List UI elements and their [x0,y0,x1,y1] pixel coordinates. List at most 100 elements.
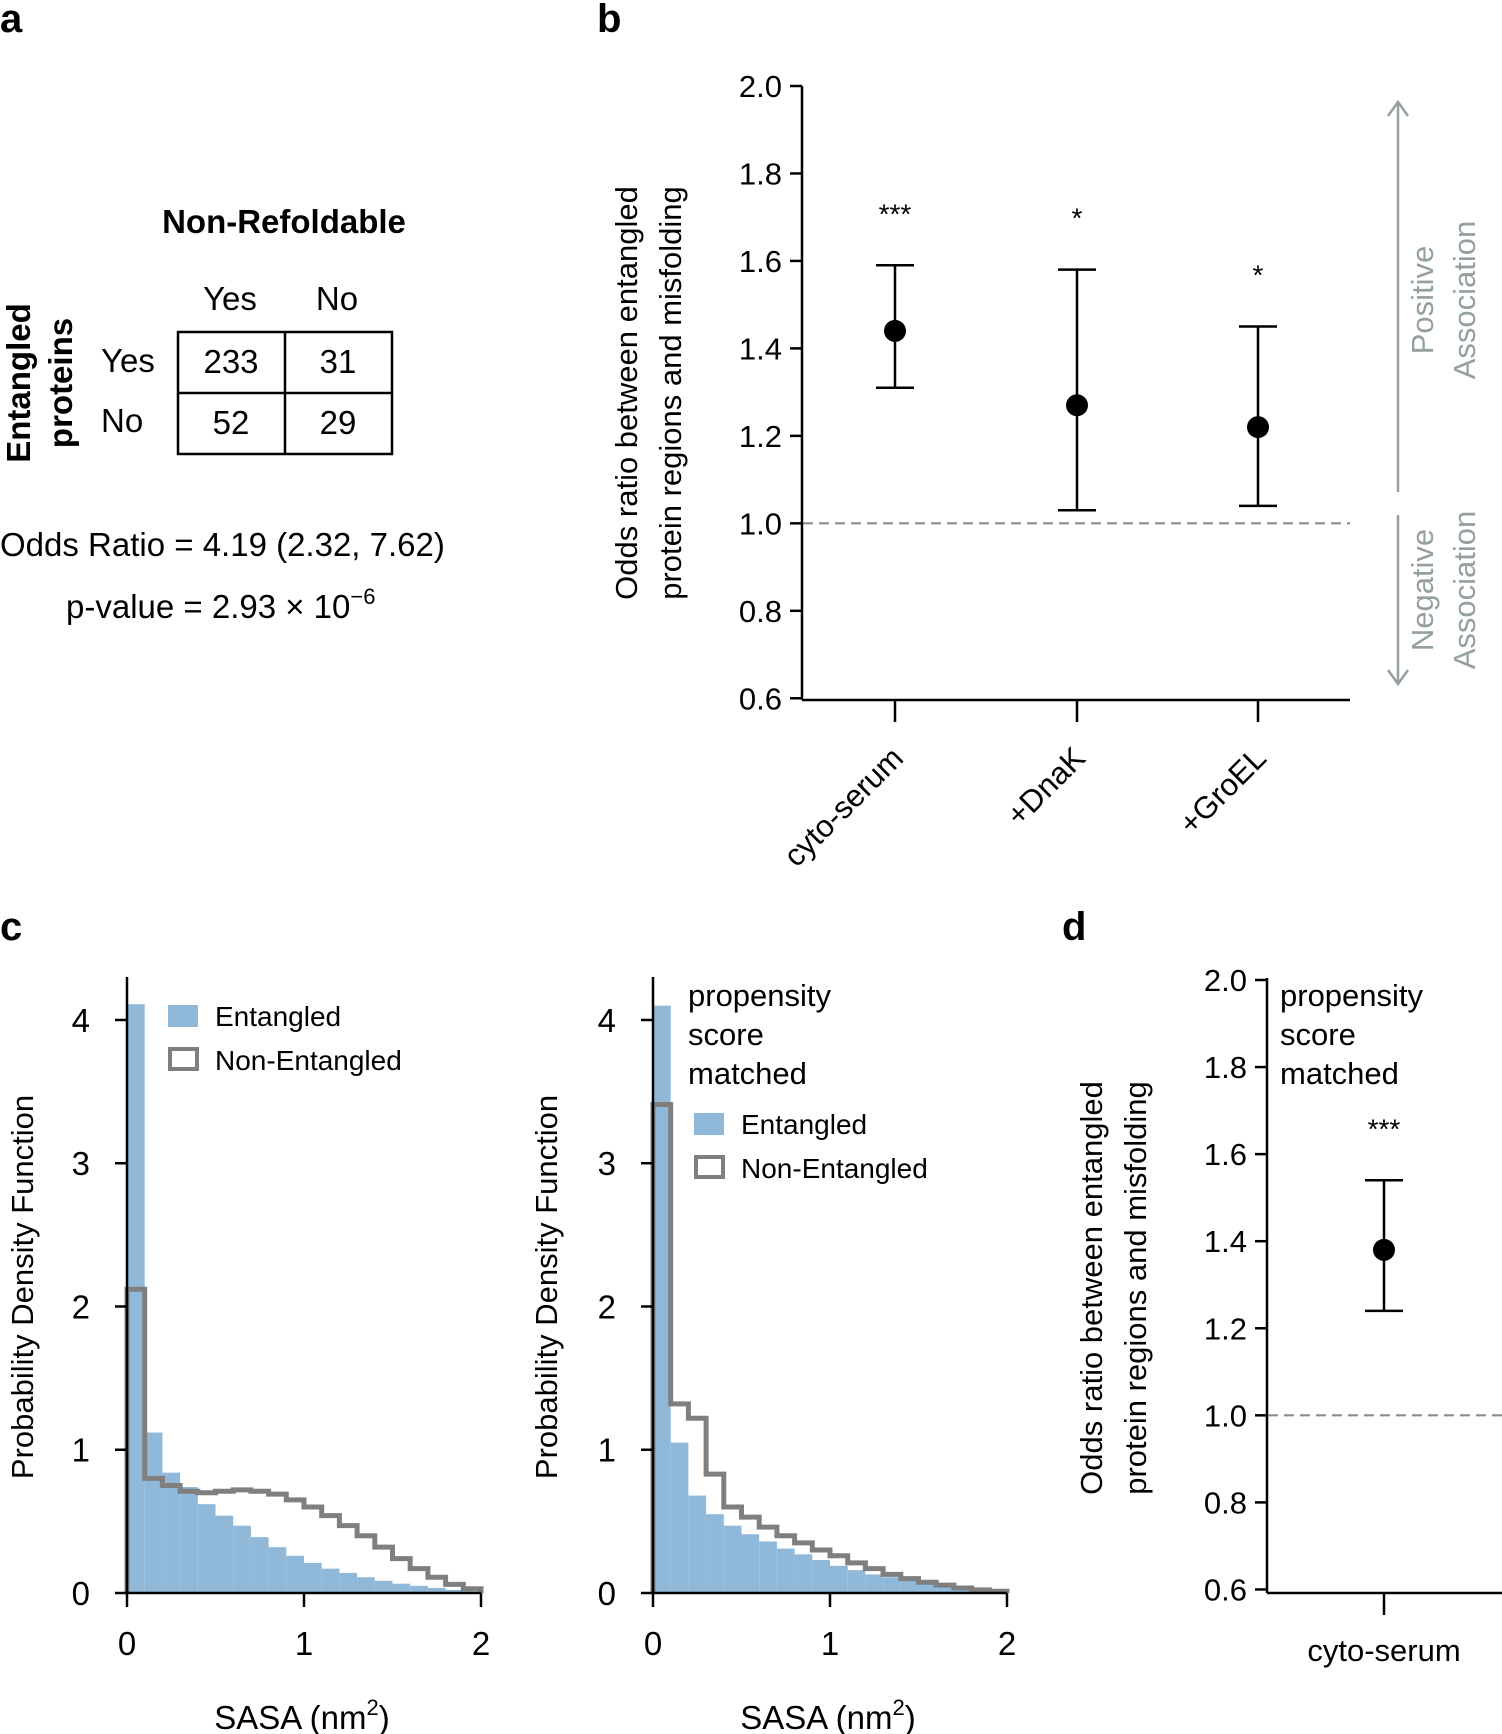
b-xtick-label: +DnaK [1000,740,1093,833]
pvalue-prefix: p-value = 2.93 × 10 [66,588,350,625]
negative-label-line1: Negative [1405,529,1440,651]
c-right-entangled-bar [847,1570,866,1593]
c-left-entangled-bar [339,1572,358,1593]
c-left-ytick-label: 3 [72,1145,90,1182]
c-left-ytick-label: 2 [72,1288,90,1325]
c-right-entangled-bar [918,1583,937,1593]
c-left-entangled-bar [268,1547,287,1593]
c-right-legend: Entangled Non-Entangled [694,1109,928,1184]
c-right-xlabel-sup: 2 [892,1695,904,1720]
c-left-xtick-label: 0 [118,1625,136,1662]
c-left-ytick-label: 4 [72,1002,90,1039]
col-header-yes: Yes [203,280,257,317]
odds-ratio-text: Odds Ratio = 4.19 (2.32, 7.62) [0,526,445,563]
c-right-entangled-bar [741,1534,760,1593]
c-left-entangled-bar [445,1589,464,1593]
c-right-non-entangled-step [650,1102,1010,1594]
panel-label-b: b [597,0,621,41]
b-ytick-label: 1.2 [739,419,782,454]
c-left-entangled-bar [392,1583,411,1593]
c-left-ytick-label: 0 [72,1575,90,1612]
panel-label-c: c [0,905,22,949]
c-left-legend-entangled-label: Entangled [215,1001,341,1032]
d-subtitle-line1: propensity [1280,978,1424,1013]
b-xtick-label: cyto-serum [777,740,910,873]
panel-label-d: d [1062,905,1086,949]
c-left-entangled-bar [374,1580,393,1593]
c-right-xlabel-main: SASA (nm [740,1699,892,1734]
c-left-xlabel-close: ) [379,1699,390,1734]
c-left-ylabel: Probability Density Function [5,1095,40,1479]
c-left-xtick-label: 1 [295,1625,313,1662]
d-significance: *** [1368,1113,1401,1144]
c-right-entangled-bar [706,1514,724,1593]
d-subtitle-line3: matched [1280,1056,1399,1091]
positive-label-line1: Positive [1405,246,1440,355]
c-right-subtitle-line1: propensity [688,978,832,1013]
c-left-legend-non-entangled-label: Non-Entangled [215,1045,402,1076]
c-left-xlabel-main: SASA (nm [214,1699,366,1734]
c-left-xlabel-sup: 2 [366,1695,378,1720]
c-right-entangled-bars [653,1005,1007,1593]
b-ytick-label: 0.8 [739,594,782,629]
cell-yes-yes: 233 [203,343,258,380]
c-right-entangled-bar [723,1525,742,1593]
b-data-marks: *** cyto-serum * +DnaK * +GroEL [777,198,1277,873]
d-ytick-label: 1.6 [1204,1137,1247,1172]
b-ytick-label: 1.4 [739,331,782,366]
c-right-xtick-label: 1 [821,1625,839,1662]
c-right-chart: 0 1 2 3 4 0 1 2 Probability Density Function SA… [529,977,1016,1734]
c-right-entangled-bar [670,1442,689,1593]
c-right-entangled-bar [900,1580,919,1593]
c-left-non-entangled-step [124,1286,484,1593]
b-ylabel-line2: protein regions and misfolding [653,186,688,600]
row-header-yes: Yes [101,342,155,379]
b-ytick-label: 0.6 [739,681,782,716]
c-left-entangled-bar [233,1525,251,1593]
c-left-xtick-label: 2 [472,1625,490,1662]
c-right-ytick-label: 0 [598,1575,616,1612]
c-left-legend-entangled-swatch [168,1005,198,1027]
d-y-ticks: 0.6 0.8 1.0 1.2 1.4 1.6 1.8 2.0 [1204,963,1267,1607]
c-left-entangled-bars [127,1004,481,1593]
b-ytick-label: 2.0 [739,69,782,104]
c-right-legend-non-entangled-swatch [694,1155,725,1179]
c-left-ticks: 0 1 2 3 4 0 1 2 [72,1002,491,1662]
b-ytick-label: 1.8 [739,156,782,191]
c-right-entangled-bar [776,1548,795,1593]
c-left-entangled-bar [250,1537,269,1593]
d-point [1373,1238,1395,1261]
c-right-entangled-bar [936,1586,954,1593]
c-left-entangled-bar [286,1555,304,1593]
c-right-xtick-label: 0 [644,1625,662,1662]
d-ylabel-line2: protein regions and misfolding [1118,1081,1153,1495]
d-data-marks: *** cyto-serum [1307,1113,1460,1668]
b-significance: * [1072,203,1083,234]
b-xtick-label: +GroEL [1172,740,1273,841]
c-left-entangled-bar [304,1562,322,1593]
c-right-subtitle-line3: matched [688,1056,807,1091]
c-right-ytick-label: 3 [598,1145,616,1182]
c-right-entangled-bar [812,1560,830,1593]
negative-label-line2: Association [1447,511,1482,670]
c-left-entangled-bar [410,1585,428,1593]
contingency-title: Non-Refoldable [162,203,406,240]
cell-no-yes: 52 [213,404,250,441]
c-right-ticks: 0 1 2 3 4 0 1 2 [598,1002,1017,1662]
d-ytick-label: 1.2 [1204,1311,1247,1346]
c-right-legend-entangled-label: Entangled [741,1109,867,1140]
d-ytick-label: 1.0 [1204,1398,1247,1433]
d-subtitle-line2: score [1280,1017,1356,1052]
c-left-legend: Entangled Non-Entangled [168,1001,402,1076]
d-ytick-label: 0.8 [1204,1485,1247,1520]
c-left-entangled-bar [162,1472,181,1593]
panel-a: a Non-Refoldable Yes No Yes No Entangled… [0,0,445,625]
c-left-entangled-bar [215,1515,234,1593]
negative-arrow-head [1386,669,1410,687]
c-right-entangled-bar [865,1574,884,1593]
c-right-ytick-label: 2 [598,1288,616,1325]
c-right-entangled-bar [759,1541,777,1593]
c-right-ytick-label: 1 [598,1432,616,1469]
positive-label-line2: Association [1447,221,1482,380]
